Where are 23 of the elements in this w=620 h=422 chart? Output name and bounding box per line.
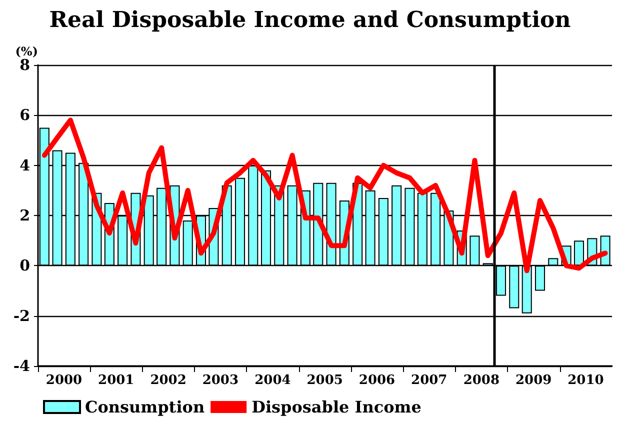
bar	[574, 240, 584, 266]
legend-label: Disposable Income	[252, 398, 422, 416]
x-tick-label: 2002	[150, 373, 186, 388]
x-tick-label: 2003	[202, 373, 239, 388]
x-tick-label: 2001	[98, 373, 134, 388]
y-tick-label: -2	[13, 306, 30, 325]
y-tick-label: 0	[20, 256, 30, 275]
y-tick-label: 8	[20, 56, 30, 74]
legend-label: Consumption	[85, 398, 205, 416]
x-tick-label: 2010	[568, 373, 604, 388]
x-tick-label: 2006	[358, 373, 396, 388]
chart-title: Real Disposable Income and Consumption	[49, 7, 571, 33]
y-tick-label: -4	[13, 357, 30, 375]
x-tick-label: 2000	[46, 373, 82, 388]
x-tick-label: 2004	[254, 373, 291, 388]
x-tick-label: 2009	[515, 373, 552, 388]
x-tick-label: 2007	[411, 373, 448, 388]
x-tick-label: 2005	[306, 373, 343, 388]
y-tick-label: 6	[20, 106, 30, 124]
y-tick-label: 2	[20, 206, 30, 224]
y-tick-label: 4	[20, 156, 30, 174]
y-axis-title: (%)	[15, 44, 38, 59]
x-tick-label: 2008	[463, 373, 500, 388]
